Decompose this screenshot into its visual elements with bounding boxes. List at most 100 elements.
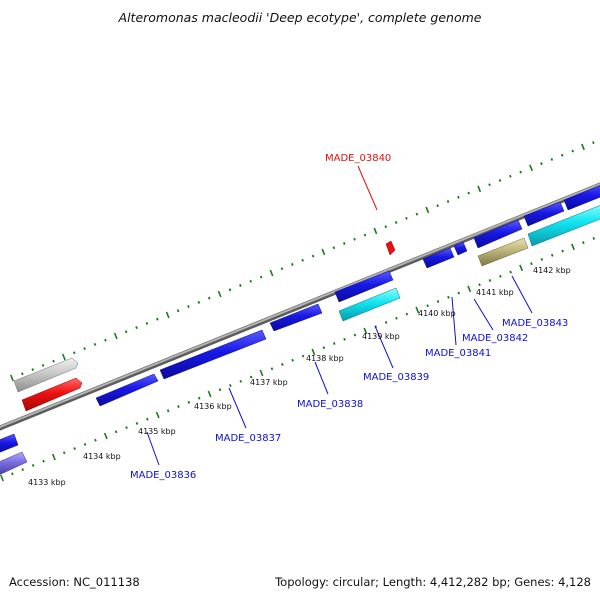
minor-tick — [519, 170, 522, 174]
gene-arrow-made-03839-upper — [334, 270, 394, 303]
minor-tick — [447, 295, 450, 299]
major-tick — [311, 348, 316, 356]
minor-tick — [561, 249, 564, 253]
gene-arrow-made-03841 — [422, 247, 455, 269]
minor-tick — [207, 296, 211, 300]
gene-arrow-olive — [477, 237, 529, 267]
minor-tick — [540, 162, 543, 166]
minor-tick — [550, 253, 554, 257]
gene-label-made-03836: MADE_03836 — [130, 470, 196, 481]
minor-tick — [31, 463, 35, 467]
minor-tick — [571, 149, 574, 153]
minor-tick — [197, 396, 201, 400]
minor-tick — [72, 351, 76, 355]
minor-tick — [415, 212, 419, 216]
accession-text: Accession: NC_011138 — [9, 575, 140, 589]
minor-tick — [592, 141, 595, 145]
minor-tick — [83, 442, 87, 446]
minor-tick — [31, 368, 35, 372]
minor-tick — [11, 472, 14, 476]
major-tick — [477, 185, 482, 193]
gene-label-made-03839: MADE_03839 — [363, 372, 429, 383]
major-tick — [61, 353, 66, 361]
major-tick — [363, 327, 368, 335]
minor-tick — [332, 246, 336, 250]
major-tick — [165, 311, 170, 319]
minor-tick — [499, 274, 502, 278]
minor-tick — [488, 183, 491, 187]
gene-arrow-purple — [0, 451, 28, 475]
minor-tick — [83, 347, 86, 351]
gene-arrow-made-03840 — [385, 240, 396, 256]
gene-arrow-made-03838 — [269, 303, 323, 332]
minor-tick — [280, 267, 284, 271]
gene-arrow-gray — [13, 357, 79, 393]
major-tick — [207, 390, 212, 398]
gene-arrow-left-edge — [0, 433, 19, 453]
minor-tick — [332, 342, 336, 345]
gene-arrow-made-03843 — [523, 201, 565, 227]
gene-name-labels: MADE_03836 MADE_03837 MADE_03838 MADE_03… — [130, 153, 568, 481]
major-tick — [51, 453, 56, 461]
minor-tick — [270, 367, 274, 371]
tick-label: 4133 kbp — [28, 478, 66, 487]
major-tick — [0, 474, 4, 482]
major-tick — [571, 243, 575, 251]
major-tick — [425, 206, 430, 214]
minor-tick — [560, 153, 564, 157]
gene-arrow-right-edge — [563, 185, 600, 211]
lower-tick-rail — [0, 236, 596, 482]
minor-tick — [405, 312, 409, 316]
minor-tick — [384, 225, 388, 229]
minor-tick — [124, 330, 128, 334]
major-tick — [321, 248, 326, 256]
kbp-tick-labels: 4133 kbp 4134 kbp 4135 kbp 4136 kbp 4137… — [28, 266, 571, 487]
minor-tick — [436, 300, 440, 303]
gene-features — [0, 185, 600, 475]
gene-arrow-made-03842 — [473, 219, 523, 249]
major-tick — [217, 290, 222, 298]
gene-arrow-made-03839-cyan — [338, 287, 401, 322]
minor-tick — [177, 405, 180, 409]
major-tick — [259, 369, 264, 377]
map-title: Alteromonas macleodii 'Deep ecotype', co… — [118, 10, 482, 25]
minor-tick — [353, 237, 356, 241]
minor-tick — [239, 284, 242, 287]
minor-tick — [311, 254, 315, 258]
minor-tick — [62, 451, 66, 455]
tick-label: 4137 kbp — [250, 378, 288, 387]
tick-label: 4134 kbp — [83, 452, 121, 461]
minor-tick — [135, 421, 139, 425]
minor-tick — [478, 283, 481, 287]
minor-tick — [457, 291, 461, 295]
minor-tick — [363, 233, 367, 237]
minor-tick — [301, 354, 305, 358]
major-tick — [269, 269, 274, 277]
gene-arrow-small — [453, 241, 468, 256]
gene-arrow-red — [21, 377, 83, 412]
minor-tick — [342, 242, 346, 245]
minor-tick — [114, 430, 118, 434]
minor-tick — [73, 447, 76, 451]
minor-tick — [467, 191, 471, 195]
major-tick — [581, 143, 585, 151]
minor-tick — [457, 195, 460, 199]
minor-tick — [42, 459, 45, 463]
minor-tick — [530, 262, 533, 266]
major-tick — [529, 164, 534, 172]
minor-tick — [343, 337, 346, 341]
minor-tick — [187, 305, 190, 309]
major-tick — [113, 332, 118, 340]
minor-tick — [498, 179, 502, 182]
minor-tick — [93, 342, 97, 346]
tick-label: 4140 kbp — [418, 309, 456, 318]
major-tick — [519, 264, 524, 272]
gene-arrow-made-03837 — [159, 329, 267, 380]
minor-tick — [41, 363, 45, 367]
minor-tick — [322, 346, 326, 350]
major-tick — [467, 285, 472, 293]
major-tick — [155, 411, 160, 419]
tick-label: 4136 kbp — [194, 402, 232, 411]
minor-tick — [156, 317, 159, 321]
